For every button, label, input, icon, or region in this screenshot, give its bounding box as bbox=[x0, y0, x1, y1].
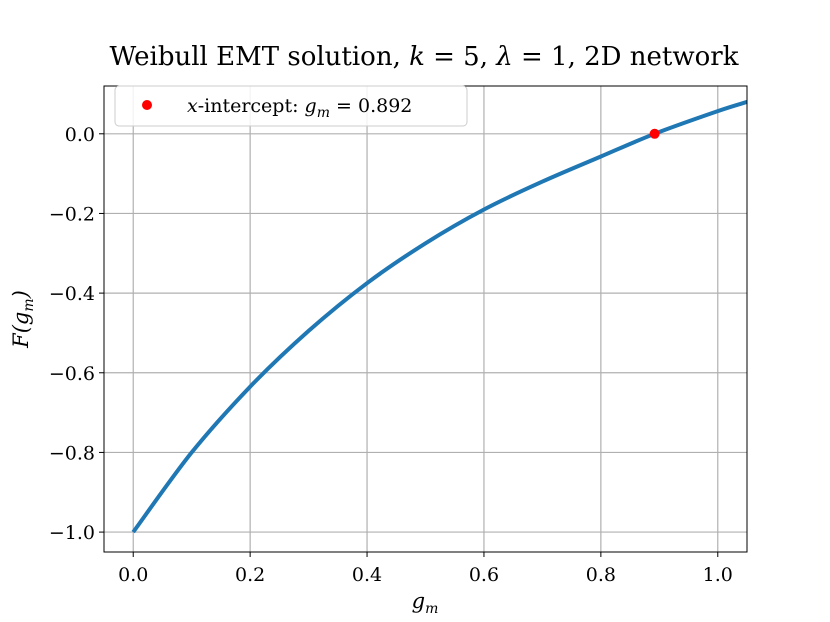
grid bbox=[104, 86, 747, 552]
x-tick-label: 1.0 bbox=[703, 564, 733, 586]
x-intercept-point bbox=[649, 128, 660, 139]
x-tick-label: 0.0 bbox=[118, 564, 148, 586]
y-axis-label: F(gm) bbox=[9, 290, 37, 349]
legend-label-x-intercept: x-intercept: gm = 0.892 bbox=[187, 95, 412, 121]
y-tick-label: −0.2 bbox=[49, 203, 95, 225]
y-tick-label: −0.4 bbox=[49, 283, 95, 305]
x-tick-label: 0.8 bbox=[586, 564, 616, 586]
x-axis-label: gm bbox=[412, 589, 439, 617]
legend-box bbox=[114, 85, 468, 127]
legend: x-intercept: gm = 0.892 bbox=[114, 85, 468, 127]
legend-marker-x-intercept bbox=[142, 100, 152, 110]
x-tick-label: 0.6 bbox=[469, 564, 499, 586]
series-layer bbox=[131, 99, 748, 534]
y-tick-label: −0.8 bbox=[49, 442, 95, 464]
y-tick-label: −0.6 bbox=[49, 363, 95, 385]
ticks: 0.0 0.2 0.4 0.6 0.8 1.0 0.0 −0.2 −0.4 −0.6 −0.8 −1.… bbox=[49, 124, 733, 586]
y-tick-label: −1.0 bbox=[49, 522, 95, 544]
series-line bbox=[131, 99, 748, 534]
x-tick-label: 0.4 bbox=[352, 564, 382, 586]
y-tick-label: 0.0 bbox=[65, 124, 95, 146]
x-tick-label: 0.2 bbox=[235, 564, 265, 586]
plot-frame bbox=[103, 85, 748, 553]
chart-title: Weibull EMT solution, k = 5, λ = 1, 2D n… bbox=[110, 42, 739, 72]
